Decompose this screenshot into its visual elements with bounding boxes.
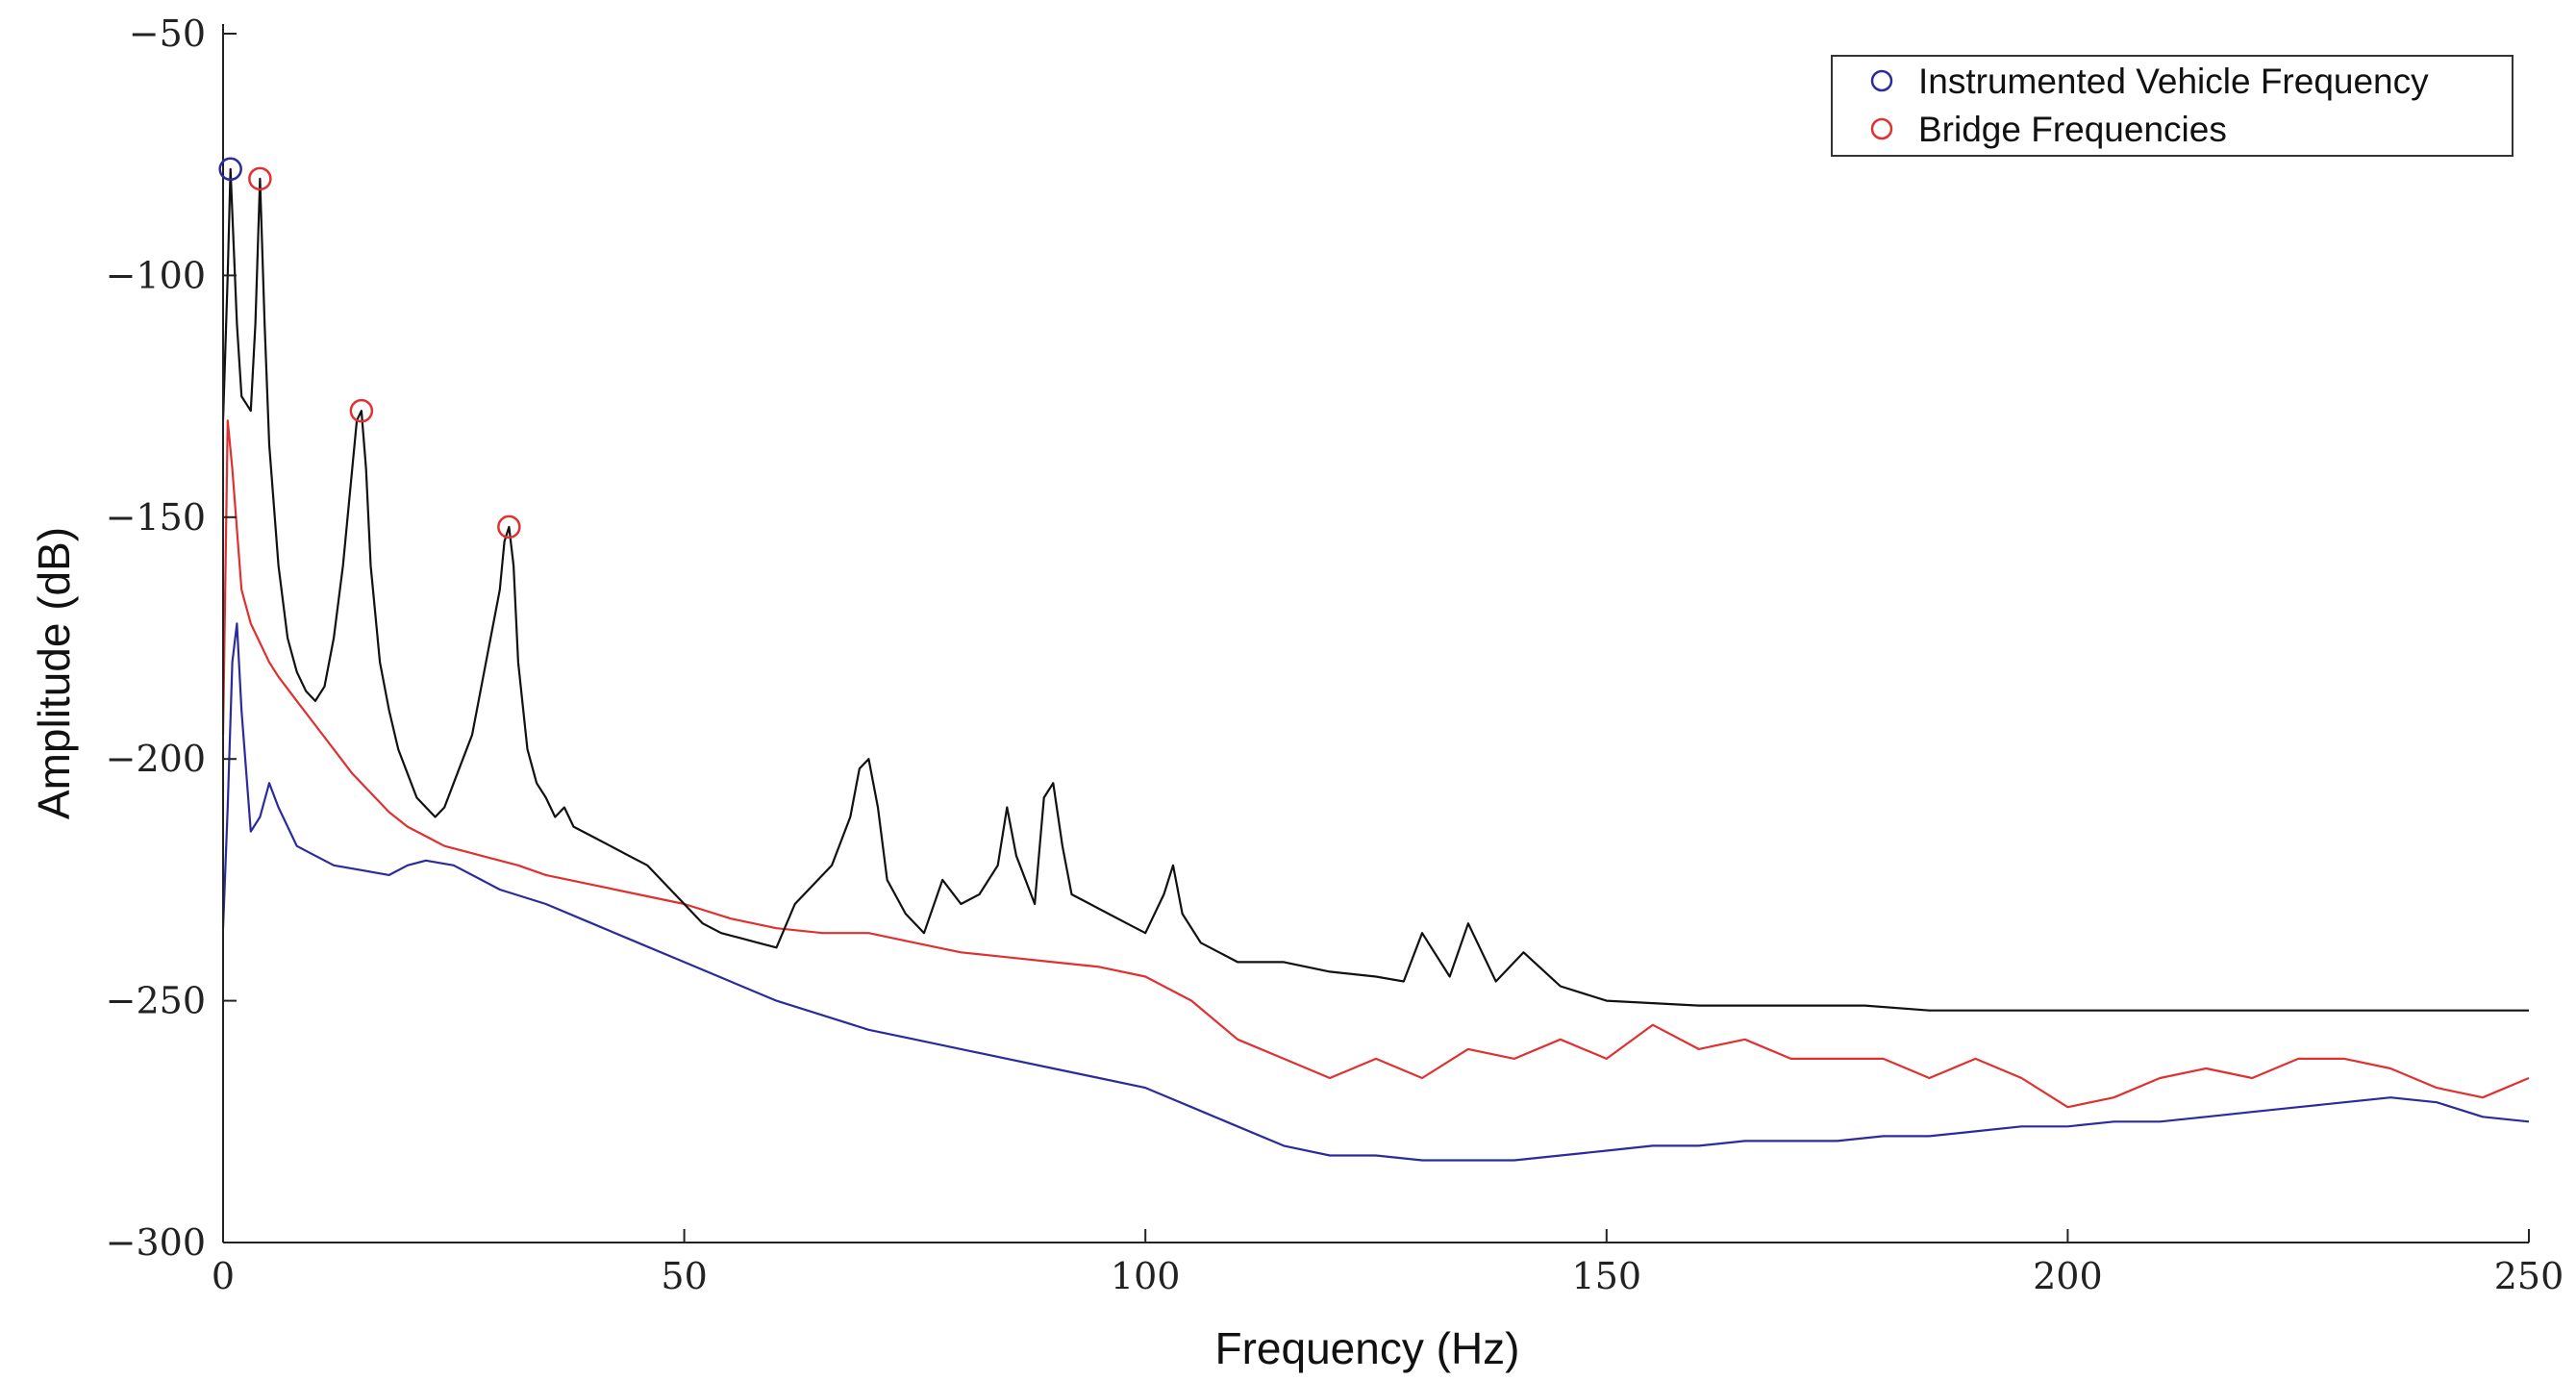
ticks: 0 50 100 150 200 250 −50 −100 −150 −200 −250 −300 xyxy=(106,13,2564,1297)
x-axis-label: Frequency (Hz) xyxy=(1215,1323,1520,1373)
series-line-2 xyxy=(221,622,2530,1162)
axes xyxy=(222,24,2529,1243)
x-tick-label: 250 xyxy=(2494,1255,2564,1297)
x-tick-label: 50 xyxy=(661,1255,707,1297)
y-tick-label: −50 xyxy=(129,13,206,55)
y-tick-label: −300 xyxy=(106,1221,206,1264)
legend-label-bridge: Bridge Frequencies xyxy=(1918,110,2227,149)
y-tick-label: −150 xyxy=(106,496,206,539)
series-line-1 xyxy=(221,419,2530,1109)
legend-marker-vehicle xyxy=(1870,69,1893,92)
x-tick-label: 150 xyxy=(1572,1255,1642,1297)
peak-markers xyxy=(218,157,521,540)
x-tick-label: 200 xyxy=(2033,1255,2103,1297)
y-tick-label: −250 xyxy=(106,980,206,1022)
y-tick-label: −200 xyxy=(106,738,206,780)
peak-marker xyxy=(497,515,521,540)
y-tick-label: −100 xyxy=(106,254,206,296)
legend-box xyxy=(1831,55,2513,157)
x-tick-label: 100 xyxy=(1111,1255,1181,1297)
peak-marker xyxy=(218,157,242,182)
plot-area xyxy=(221,167,2530,1162)
peak-marker xyxy=(349,398,374,423)
series-line-0 xyxy=(221,167,2529,1012)
y-axis-label: Amplitude (dB) xyxy=(29,527,79,819)
legend-marker-bridge xyxy=(1870,117,1893,140)
legend: Instrumented Vehicle Frequency Bridge Fr… xyxy=(1831,55,2513,157)
peak-marker xyxy=(248,166,272,191)
legend-label-vehicle: Instrumented Vehicle Frequency xyxy=(1918,62,2429,101)
x-tick-label: 0 xyxy=(212,1255,235,1297)
